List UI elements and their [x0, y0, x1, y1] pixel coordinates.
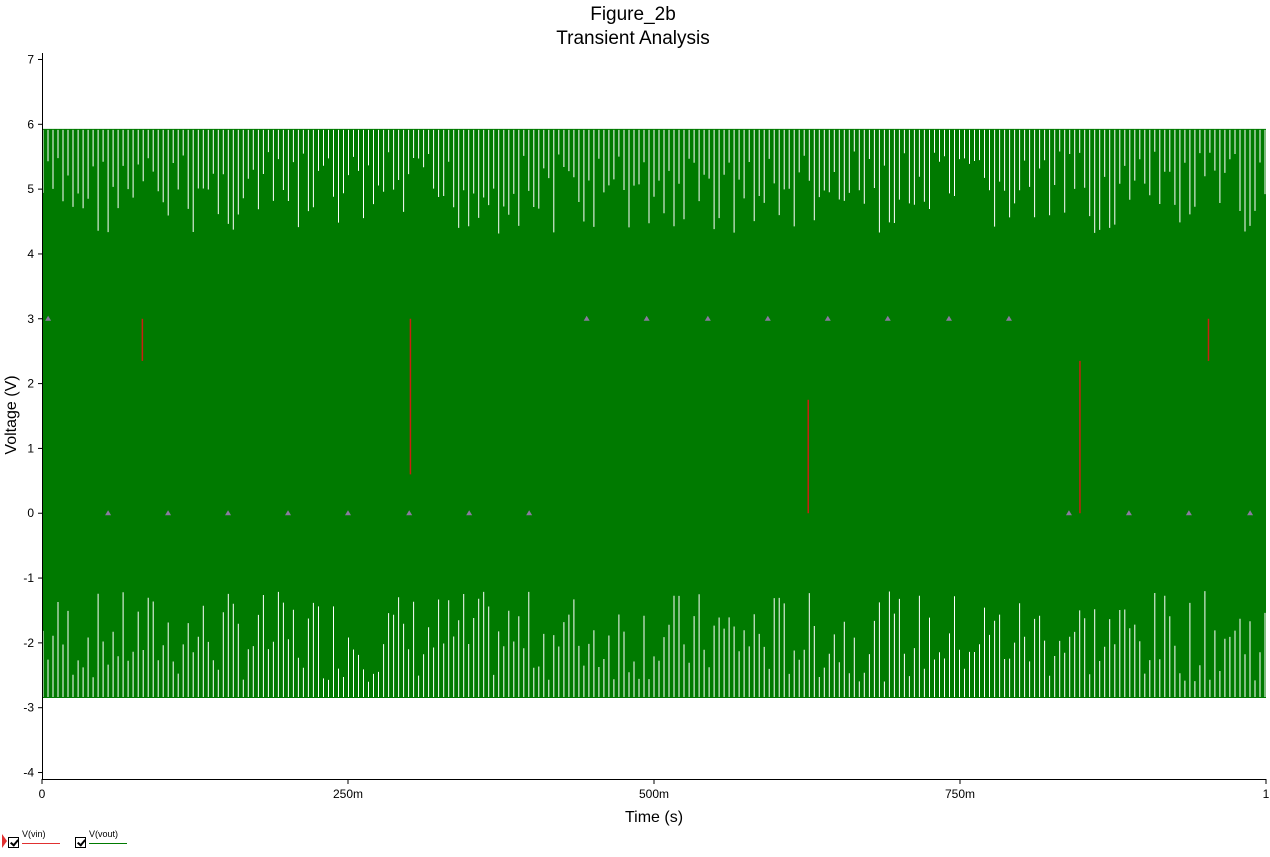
y-tick-label: -1	[23, 571, 34, 585]
series-vin-marker	[1065, 510, 1072, 516]
x-tick-label: 750m	[945, 787, 975, 801]
series-vin-marker	[406, 510, 413, 516]
y-tick-label: 3	[27, 312, 34, 326]
y-tick-label: 7	[27, 52, 34, 66]
y-tick-label: 2	[27, 377, 34, 391]
x-tick-label: 1	[1263, 787, 1270, 801]
y-tick-label: 4	[27, 247, 34, 261]
chart-title: Figure_2b	[590, 4, 676, 25]
x-axis-label: Time (s)	[625, 809, 683, 826]
y-tick-label: -4	[23, 766, 34, 780]
series-vin-marker	[225, 510, 232, 516]
y-tick-label: 0	[27, 506, 34, 520]
y-tick-label: -3	[23, 701, 34, 715]
series-vin-marker	[824, 315, 831, 321]
series-vin-marker	[1185, 510, 1192, 516]
y-tick-label: 5	[27, 182, 34, 196]
series-vin-marker	[285, 510, 292, 516]
series-vin-marker	[165, 510, 172, 516]
active-series-marker	[2, 834, 7, 848]
series-vin-marker	[643, 315, 650, 321]
legend-swatch-vin	[22, 843, 60, 844]
x-tick-label: 0	[39, 787, 46, 801]
y-ticks: 7 6 5 4 3 2 1 0 -1 -2 -3 -4	[23, 52, 42, 780]
plot-area	[42, 128, 1266, 698]
y-axis-label: Voltage (V)	[3, 375, 20, 454]
series-vin-marker	[583, 315, 590, 321]
series-vin-marker	[1005, 315, 1012, 321]
vin-visibility-checkbox[interactable]	[8, 837, 19, 848]
series-vin-marker	[945, 315, 952, 321]
series-vin-marker	[526, 510, 533, 516]
x-tick-label: 250m	[333, 787, 363, 801]
y-tick-label: -2	[23, 636, 34, 650]
series-vin-marker	[704, 315, 711, 321]
chart-subtitle: Transient Analysis	[556, 28, 709, 49]
series-vin-marker	[45, 315, 52, 321]
series-vin-marker	[466, 510, 473, 516]
x-tick-label: 500m	[639, 787, 669, 801]
series-vin-marker	[345, 510, 351, 516]
legend: V(vin) V(vout)	[0, 826, 300, 854]
x-ticks: 0 250m 500m 750m 1	[39, 779, 1270, 801]
y-tick-label: 6	[27, 117, 34, 131]
y-tick-label: 1	[27, 441, 34, 455]
legend-label-vout: V(vout)	[89, 829, 119, 839]
series-vin-marker	[105, 510, 112, 516]
vout-visibility-checkbox[interactable]	[75, 837, 86, 848]
legend-label-vin: V(vin)	[22, 829, 46, 839]
series-vin-marker	[884, 315, 891, 321]
series-vout-band	[42, 128, 1266, 698]
series-vin-marker	[1125, 510, 1132, 516]
series-vin-marker	[1247, 510, 1254, 516]
series-vin-marker	[764, 315, 771, 321]
legend-swatch-vout	[89, 843, 127, 844]
